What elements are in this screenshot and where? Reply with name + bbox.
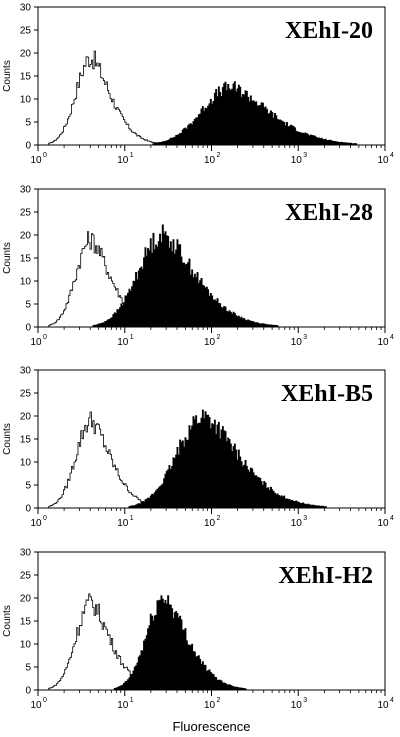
- x-tick-exponent: 0: [43, 515, 47, 522]
- y-tick-label: 15: [20, 254, 32, 265]
- y-tick-label: 20: [20, 412, 32, 423]
- y-tick-label: 30: [20, 548, 32, 559]
- x-tick-label: 10: [204, 337, 216, 348]
- panel-title: XEhI-20: [285, 18, 373, 44]
- y-tick-label: 25: [20, 26, 32, 37]
- x-tick-label: 10: [291, 518, 303, 529]
- x-tick-exponent: 3: [303, 697, 307, 704]
- y-tick-label: 5: [25, 118, 31, 129]
- x-tick-exponent: 0: [43, 152, 47, 159]
- y-tick-label: 30: [20, 3, 32, 14]
- x-tick-exponent: 4: [390, 152, 394, 159]
- x-tick-label: 10: [117, 518, 129, 529]
- x-tick-exponent: 2: [217, 152, 221, 159]
- x-tick-exponent: 4: [390, 334, 394, 341]
- x-tick-label: 10: [30, 155, 42, 166]
- y-tick-label: 15: [20, 72, 32, 83]
- x-tick-label: 10: [30, 700, 42, 711]
- y-tick-label: 25: [20, 571, 32, 582]
- filled-histogram-2: [38, 224, 385, 328]
- x-tick-label: 10: [30, 518, 42, 529]
- filled-histogram-1: [38, 81, 385, 146]
- y-tick-label: 10: [20, 277, 32, 288]
- x-tick-label: 10: [377, 700, 389, 711]
- y-tick-label: 25: [20, 208, 32, 219]
- x-axis-label: Fluorescence: [172, 719, 250, 734]
- x-tick-label: 10: [117, 700, 129, 711]
- x-tick-exponent: 1: [130, 152, 134, 159]
- y-axis-label: Counts: [2, 605, 13, 637]
- x-tick-exponent: 1: [130, 697, 134, 704]
- y-tick-label: 25: [20, 389, 32, 400]
- x-tick-label: 10: [377, 155, 389, 166]
- y-tick-label: 0: [25, 504, 31, 515]
- x-tick-label: 10: [291, 155, 303, 166]
- y-tick-label: 0: [25, 141, 31, 152]
- y-tick-label: 30: [20, 366, 32, 377]
- filled-histogram-3: [38, 409, 385, 509]
- y-tick-label: 15: [20, 435, 32, 446]
- y-tick-label: 10: [20, 640, 32, 651]
- panel-title: XEhI-B5: [281, 381, 373, 407]
- y-axis-label: Counts: [2, 423, 13, 455]
- y-tick-label: 15: [20, 617, 32, 628]
- x-tick-label: 10: [117, 337, 129, 348]
- x-tick-label: 10: [377, 518, 389, 529]
- x-tick-exponent: 3: [303, 515, 307, 522]
- x-tick-label: 10: [204, 155, 216, 166]
- x-tick-label: 10: [377, 337, 389, 348]
- y-tick-label: 5: [25, 481, 31, 492]
- x-tick-label: 10: [30, 337, 42, 348]
- panel-title: XEhI-28: [285, 200, 373, 226]
- x-tick-exponent: 1: [130, 334, 134, 341]
- y-tick-label: 20: [20, 231, 32, 242]
- y-tick-label: 0: [25, 686, 31, 697]
- x-tick-label: 10: [291, 337, 303, 348]
- x-tick-exponent: 4: [390, 697, 394, 704]
- x-tick-label: 10: [204, 518, 216, 529]
- x-tick-exponent: 3: [303, 334, 307, 341]
- y-tick-label: 0: [25, 323, 31, 334]
- x-tick-exponent: 1: [130, 515, 134, 522]
- y-tick-label: 20: [20, 594, 32, 605]
- x-tick-exponent: 2: [217, 515, 221, 522]
- x-tick-exponent: 3: [303, 152, 307, 159]
- panel-title: XEhI-H2: [278, 563, 373, 589]
- x-tick-exponent: 0: [43, 697, 47, 704]
- x-tick-exponent: 0: [43, 334, 47, 341]
- x-tick-label: 10: [291, 700, 303, 711]
- x-tick-exponent: 4: [390, 515, 394, 522]
- x-tick-exponent: 2: [217, 334, 221, 341]
- filled-histogram-4: [38, 595, 385, 691]
- y-tick-label: 10: [20, 458, 32, 469]
- x-tick-exponent: 2: [217, 697, 221, 704]
- y-tick-label: 5: [25, 300, 31, 311]
- x-tick-label: 10: [117, 155, 129, 166]
- y-tick-label: 5: [25, 663, 31, 674]
- y-tick-label: 20: [20, 49, 32, 60]
- y-tick-label: 30: [20, 185, 32, 196]
- x-tick-label: 10: [204, 700, 216, 711]
- y-axis-label: Counts: [2, 60, 13, 92]
- y-axis-label: Counts: [2, 242, 13, 274]
- y-tick-label: 10: [20, 95, 32, 106]
